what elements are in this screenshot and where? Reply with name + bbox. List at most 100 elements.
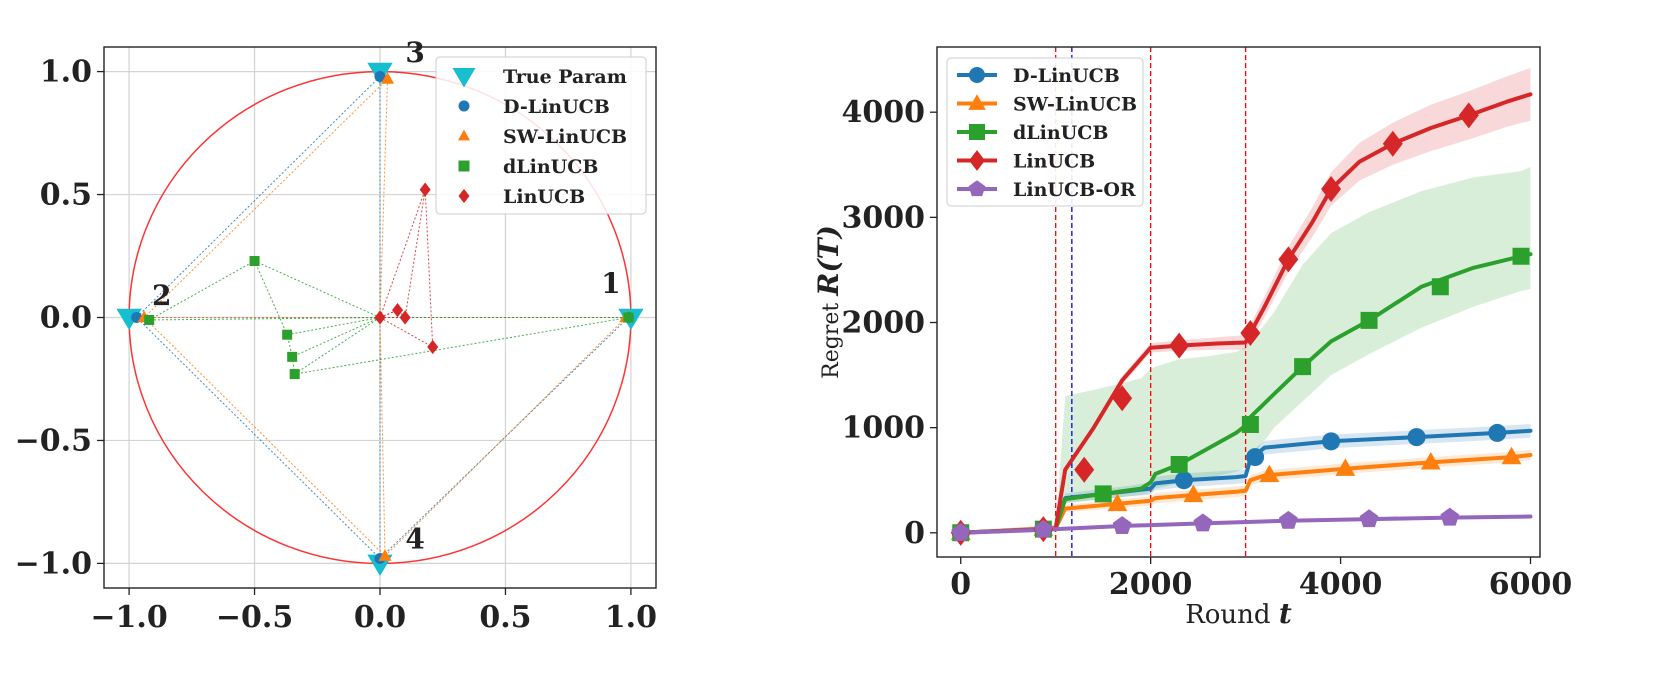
legend-label: LinUCB — [503, 186, 585, 208]
confidence-band-dlinucb — [960, 166, 1531, 533]
legend-marker — [968, 180, 986, 197]
x-tick-label: 2000 — [1109, 567, 1193, 602]
connection-line — [254, 260, 381, 318]
legend-label: dLinUCB — [1013, 122, 1108, 144]
dlinucb-marker — [1094, 485, 1112, 503]
dlinucb-marker — [1294, 358, 1312, 376]
x-tick-label: 6000 — [1489, 567, 1573, 602]
linucb-marker — [1278, 246, 1299, 273]
legend-label: SW-LinUCB — [503, 126, 627, 148]
y-tick-label: 0.5 — [40, 178, 92, 213]
legend-marker — [458, 188, 470, 204]
legend-label: dLinUCB — [503, 156, 598, 178]
d-linucb-marker — [1246, 448, 1265, 467]
y-tick-label: 0.0 — [40, 301, 92, 336]
sw-linucb-marker — [1183, 484, 1204, 503]
left-panel-circle-plot: −1.0 −0.5 0.0 0.5 1.0 −1.0 −0.5 0.0 0.5 1.0 1 2 3 4 Tr… — [15, 36, 657, 635]
trajectory-line — [143, 78, 627, 557]
legend-marker — [458, 160, 470, 172]
d-linucb-marker — [1322, 432, 1341, 451]
legend-item-d-linucb: D-LinUCB — [458, 96, 610, 118]
linucb-or-marker — [1440, 507, 1460, 526]
x-tick-label: 0.0 — [354, 600, 406, 635]
linucb-point — [427, 339, 439, 355]
d-linucb-marker — [1407, 428, 1426, 447]
dlinucb-marker — [1431, 278, 1449, 296]
linucb-marker — [1169, 332, 1190, 359]
dlinucb-marker — [1241, 416, 1259, 434]
connection-line — [149, 317, 381, 321]
y-axis-label-text: Regret — [819, 296, 844, 379]
connections-dlinucb — [148, 260, 629, 375]
series-markers-linucb-or — [951, 507, 1460, 541]
plot-frame — [936, 46, 1541, 558]
legend-box — [435, 56, 647, 215]
connection-line — [294, 317, 381, 375]
x-tick-label: −1.0 — [90, 600, 167, 635]
legend-item-true-param: True Param — [452, 66, 627, 88]
linucb-marker — [1240, 320, 1261, 347]
linucb-or-marker — [951, 522, 971, 541]
legend-item-linucb-or: LinUCB-OR — [957, 179, 1136, 201]
linucb-or-marker — [1112, 516, 1132, 534]
linucb-or-marker — [1193, 513, 1213, 532]
linucb-point — [374, 310, 386, 325]
dlinucb-marker — [1170, 455, 1188, 473]
linucb-marker — [1382, 130, 1403, 157]
legend-marker — [969, 150, 985, 171]
series-linucb — [374, 182, 439, 355]
y-tick-label: −0.5 — [15, 423, 92, 458]
dlinucb-point — [623, 312, 634, 323]
linucb-or-marker — [1278, 510, 1298, 529]
x-tick-label: −0.5 — [216, 600, 293, 635]
legend-label: D-LinUCB — [503, 96, 610, 118]
linucb-marker — [1074, 456, 1095, 483]
y-tick-label: 1.0 — [40, 55, 92, 90]
legend-box — [946, 57, 1144, 207]
linucb-or-marker — [1033, 519, 1053, 538]
trajectory-line — [148, 260, 629, 375]
trajectory-line — [135, 76, 629, 560]
y-tick-label: 1000 — [842, 411, 926, 446]
legend-marker — [458, 100, 470, 112]
y-tick-label: 4000 — [842, 95, 926, 130]
x-axis-label-var: t — [1279, 597, 1292, 630]
linucb-point — [399, 310, 411, 325]
legend-marker — [457, 129, 471, 141]
sw-linucb-marker — [1259, 464, 1280, 483]
legend-label: True Param — [503, 66, 627, 88]
legend-item-sw-linucb: SW-LinUCB — [457, 126, 627, 148]
dlinucb-point — [249, 255, 260, 266]
linucb-marker — [1458, 102, 1479, 129]
legend-marker — [452, 68, 476, 88]
dlinucb-point — [144, 314, 155, 325]
sw-linucb-point — [380, 72, 395, 84]
x-tick-label: 0.5 — [479, 600, 531, 635]
legend-item-dlinucb: dLinUCB — [458, 156, 598, 178]
linucb-marker — [1112, 385, 1133, 412]
linucb-point — [419, 182, 431, 197]
legend-item-linucb: LinUCB — [957, 150, 1095, 173]
d-linucb-marker — [1488, 423, 1507, 442]
legend-item-d-linucb: D-LinUCB — [957, 65, 1120, 87]
y-tick-label: 3000 — [842, 200, 926, 235]
legend-marker — [969, 67, 985, 83]
series-dlinucb — [144, 255, 634, 380]
y-tick-label: −1.0 — [15, 546, 92, 581]
annotation-label: 1 — [601, 267, 620, 300]
sw-linucb-marker — [1107, 493, 1128, 512]
connection-line — [379, 189, 426, 318]
y-tick-label: 0 — [904, 516, 925, 551]
legend-label: SW-LinUCB — [1013, 94, 1137, 116]
legend-item-dlinucb: dLinUCB — [957, 122, 1108, 144]
dlinucb-point — [289, 369, 300, 380]
sw-linucb-marker — [1501, 446, 1522, 465]
y-axis-label: Regret R(T) — [812, 225, 845, 379]
sw-linucb-marker — [1420, 452, 1441, 470]
legend-label: D-LinUCB — [1013, 65, 1120, 87]
legend-label: LinUCB-OR — [1013, 179, 1136, 201]
linucb-or-marker — [1359, 509, 1379, 528]
